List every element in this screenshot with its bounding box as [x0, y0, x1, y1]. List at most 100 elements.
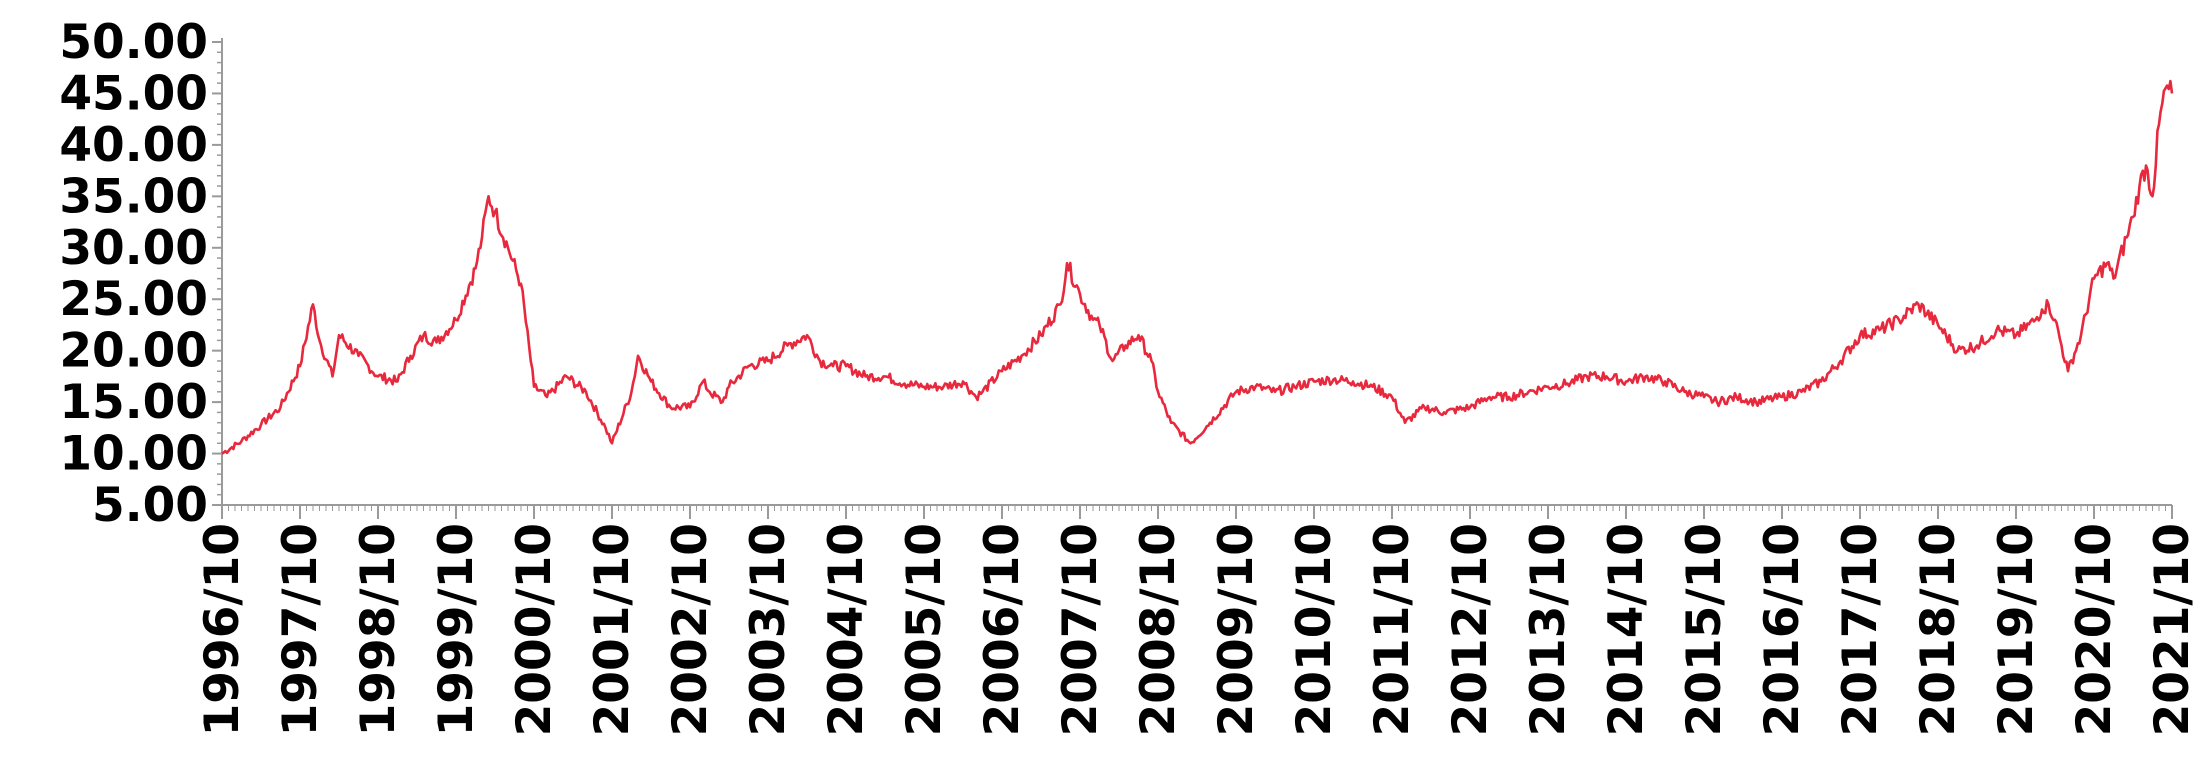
data-point [240, 439, 244, 443]
data-point [636, 354, 640, 358]
data-point [1819, 380, 1823, 384]
x-tick-label: 2015/10 [1677, 523, 1732, 736]
data-point [1585, 374, 1589, 378]
data-point [2047, 302, 2051, 306]
data-point [1878, 328, 1882, 332]
data-point [1065, 261, 1069, 265]
data-point [2079, 333, 2083, 337]
data-point [1111, 359, 1115, 363]
data-point [506, 246, 510, 250]
data-point [708, 390, 712, 394]
data-point [2151, 194, 2155, 198]
data-point [1137, 333, 1141, 337]
x-tick-label: 2004/10 [819, 523, 874, 736]
data-point [2138, 184, 2142, 188]
x-tick-label: 2002/10 [663, 523, 718, 736]
data-point [1702, 395, 1706, 399]
data-point [2157, 122, 2161, 126]
data-point [1234, 390, 1238, 394]
y-tick-label: 50.00 [59, 15, 208, 70]
data-point [279, 405, 283, 409]
data-point [584, 390, 588, 394]
data-point [357, 354, 361, 358]
data-point [1351, 380, 1355, 384]
data-point [480, 235, 484, 239]
data-point [1683, 390, 1687, 394]
data-point [422, 333, 426, 337]
data-point [1150, 359, 1154, 363]
data-point [1403, 421, 1407, 425]
data-point [1780, 395, 1784, 399]
data-point [1390, 395, 1394, 399]
x-tick-label: 2019/10 [1989, 523, 2044, 736]
data-point [630, 390, 634, 394]
data-point [1975, 344, 1979, 348]
y-tick-label: 40.00 [59, 118, 208, 173]
data-point [1189, 441, 1193, 445]
x-tick-label: 2003/10 [741, 523, 796, 736]
data-point [1917, 302, 1921, 306]
data-point [1858, 333, 1862, 337]
data-point [2014, 333, 2018, 337]
data-point [2053, 318, 2057, 322]
data-point [311, 302, 315, 306]
plot-area [220, 79, 2174, 456]
data-point [1020, 354, 1024, 358]
y-tick-label: 35.00 [59, 169, 208, 224]
x-tick-label: 2014/10 [1599, 523, 1654, 736]
data-point [1059, 302, 1063, 306]
data-point [1527, 390, 1531, 394]
data-point [1273, 390, 1277, 394]
data-point [532, 385, 536, 389]
data-point [1897, 318, 1901, 322]
data-point [786, 344, 790, 348]
data-point [1312, 380, 1316, 384]
data-point [493, 210, 497, 214]
data-point [487, 194, 491, 198]
data-point [220, 452, 224, 456]
data-point [1839, 359, 1843, 363]
data-point [1000, 369, 1004, 373]
x-tick-label: 2011/10 [1365, 523, 1420, 736]
data-point [337, 333, 341, 337]
data-point [409, 354, 413, 358]
y-tick-label: 15.00 [59, 375, 208, 430]
data-point [883, 374, 887, 378]
data-point [2034, 318, 2038, 322]
data-point [922, 385, 926, 389]
data-point [1098, 323, 1102, 327]
y-axis: 5.0010.0015.0020.0025.0030.0035.0040.004… [59, 15, 223, 533]
x-tick-label: 2001/10 [585, 523, 640, 736]
data-point [1995, 328, 1999, 332]
data-point [2112, 277, 2116, 281]
y-tick-label: 10.00 [59, 427, 208, 482]
data-point [1156, 390, 1160, 394]
data-point [2066, 369, 2070, 373]
data-point [2144, 163, 2148, 167]
x-tick-label: 2006/10 [975, 523, 1030, 736]
x-tick-label: 2021/10 [2145, 523, 2200, 736]
x-tick-label: 2018/10 [1911, 523, 1966, 736]
data-point [2131, 215, 2135, 219]
data-point [974, 395, 978, 399]
data-point [545, 395, 549, 399]
data-point [1715, 400, 1719, 404]
data-point [727, 385, 731, 389]
data-point [298, 364, 302, 368]
data-point [1488, 395, 1492, 399]
data-point [961, 380, 965, 384]
x-tick-label: 2013/10 [1521, 523, 1576, 736]
data-point [604, 426, 608, 430]
data-point [1442, 410, 1446, 414]
x-tick-label: 2020/10 [2067, 523, 2122, 736]
data-point [1332, 377, 1336, 381]
x-tick-label: 2005/10 [897, 523, 952, 736]
data-point [1936, 323, 1940, 327]
data-point [2125, 235, 2129, 239]
data-point [1039, 333, 1043, 337]
data-point [1735, 395, 1739, 399]
data-point [903, 382, 907, 386]
x-tick-label: 2017/10 [1833, 523, 1888, 736]
